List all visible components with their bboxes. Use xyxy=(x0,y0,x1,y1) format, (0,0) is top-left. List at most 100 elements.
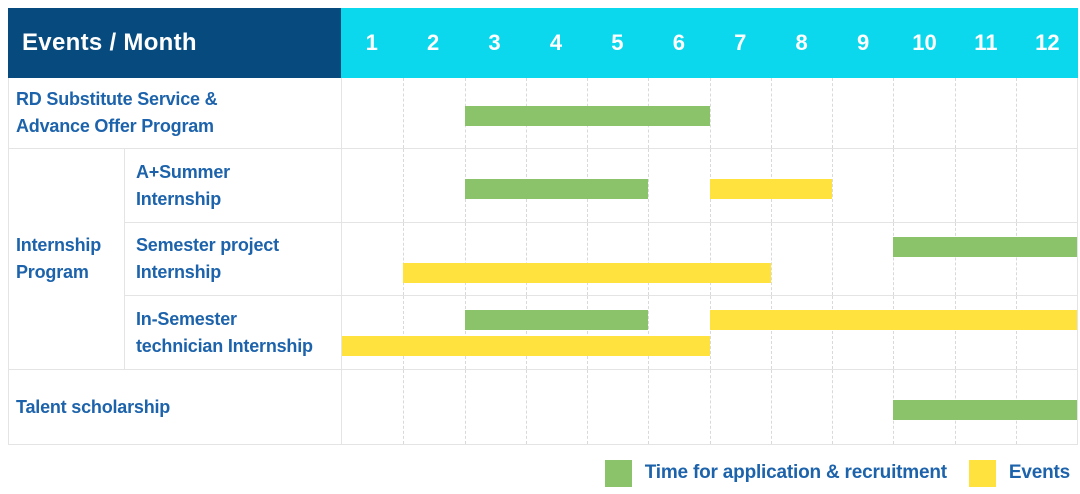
month-gridline xyxy=(342,78,833,148)
table-row-in-semester-technician: In-Semester technician Internship xyxy=(125,295,1077,369)
month-gridline xyxy=(342,223,405,295)
month-gridline xyxy=(342,296,527,369)
month-header-9: 9 xyxy=(856,30,870,55)
gantt-bar-green xyxy=(464,106,710,126)
month-gridline xyxy=(342,149,650,222)
month-gridline xyxy=(342,296,711,369)
month-header-strip: 1 2 3 4 5 6 7 8 9 10 11 12 xyxy=(341,8,1078,78)
month-gridline xyxy=(342,370,466,444)
month-header-11: 11 xyxy=(974,30,998,55)
month-header-12: 12 xyxy=(1035,30,1060,55)
table-row-semester-project: Semester project Internship xyxy=(125,222,1077,295)
month-header-6: 6 xyxy=(672,30,685,55)
legend-item-application: Time for application & recruitment xyxy=(604,459,947,487)
month-gridline xyxy=(342,78,1017,148)
month-gridline xyxy=(342,223,1017,295)
month-gridline xyxy=(342,370,833,444)
table-header-row: Events / Month 1 2 3 4 5 6 7 8 9 10 11 1… xyxy=(8,8,1078,78)
month-gridline xyxy=(342,78,772,148)
legend-label: Events xyxy=(1008,462,1070,483)
row-label: Semester project Internship xyxy=(136,235,279,282)
group-subrows: A+Summer Internship Semester project Int… xyxy=(125,149,1077,369)
month-gridline xyxy=(342,149,405,222)
row-label-cell: Talent scholarship xyxy=(9,370,341,444)
month-header-1: 1 xyxy=(365,30,378,55)
header-events-month-cell: Events / Month xyxy=(8,8,341,78)
row-grid xyxy=(341,78,1077,148)
month-gridline xyxy=(342,223,588,295)
gantt-bar-yellow xyxy=(403,263,771,283)
gantt-bar-green xyxy=(464,178,649,199)
row-label: A+Summer Internship xyxy=(136,161,230,209)
month-gridline xyxy=(342,296,833,369)
month-gridline xyxy=(342,223,527,295)
month-gridline xyxy=(342,296,1017,369)
row-grid xyxy=(341,370,1077,444)
month-gridline xyxy=(342,149,956,222)
month-header-8: 8 xyxy=(795,30,808,55)
month-gridline xyxy=(342,296,650,369)
internship-program-group: Internship Program A+Summer Internship S… xyxy=(9,148,1077,369)
green-swatch-icon xyxy=(604,459,632,487)
row-label-cell: RD Substitute Service & Advance Offer Pr… xyxy=(9,78,341,148)
month-gridline xyxy=(342,149,833,222)
month-gridline xyxy=(342,78,405,148)
row-label: Talent scholarship xyxy=(16,396,171,417)
month-header-10: 10 xyxy=(912,30,937,55)
gantt-bar-green xyxy=(464,310,649,330)
month-header-2: 2 xyxy=(427,30,440,55)
month-gridline xyxy=(342,223,650,295)
group-label-cell: Internship Program xyxy=(9,149,125,369)
month-gridline xyxy=(342,296,405,369)
month-header-7: 7 xyxy=(734,30,747,55)
legend: Time for application & recruitment Event… xyxy=(8,456,1070,490)
month-gridline xyxy=(342,296,588,369)
gantt-bar-yellow xyxy=(709,178,832,199)
gantt-bar-green xyxy=(893,237,1077,257)
month-gridline xyxy=(342,78,895,148)
row-label: In-Semester technician Internship xyxy=(136,308,313,356)
month-gridline xyxy=(342,223,956,295)
row-grid xyxy=(341,296,1077,369)
month-gridline xyxy=(342,370,650,444)
gantt-bar-yellow xyxy=(342,336,710,356)
row-grid xyxy=(341,149,1077,222)
month-header-5: 5 xyxy=(611,30,624,55)
month-gridline xyxy=(342,149,895,222)
month-gridline xyxy=(342,78,711,148)
month-gridline xyxy=(342,296,466,369)
month-header-3: 3 xyxy=(488,30,501,55)
events-month-table: Events / Month 1 2 3 4 5 6 7 8 9 10 11 1… xyxy=(8,8,1078,445)
row-label: RD Substitute Service & Advance Offer Pr… xyxy=(16,89,218,136)
group-label: Internship Program xyxy=(16,235,102,282)
month-header-4: 4 xyxy=(549,30,563,55)
month-gridline xyxy=(342,223,711,295)
gantt-bar-green xyxy=(893,400,1077,420)
month-gridline xyxy=(342,78,956,148)
table-row-a-summer: A+Summer Internship xyxy=(125,149,1077,222)
month-gridline xyxy=(342,370,527,444)
row-label-cell: A+Summer Internship xyxy=(125,149,341,222)
month-gridline xyxy=(342,223,466,295)
month-gridline xyxy=(342,296,895,369)
row-label-cell: Semester project Internship xyxy=(125,223,341,295)
month-gridline xyxy=(342,370,588,444)
legend-label: Time for application & recruitment xyxy=(644,462,947,483)
month-gridline xyxy=(342,296,772,369)
table-body: RD Substitute Service & Advance Offer Pr… xyxy=(8,78,1078,445)
row-grid xyxy=(341,223,1077,295)
yellow-swatch-icon xyxy=(968,459,996,487)
month-gridline xyxy=(342,223,772,295)
legend-item-events: Events xyxy=(968,459,1070,487)
month-gridline xyxy=(342,370,772,444)
table-row-rd-substitute: RD Substitute Service & Advance Offer Pr… xyxy=(9,78,1077,148)
month-gridline xyxy=(342,296,956,369)
header-title: Events / Month xyxy=(22,29,197,56)
month-gridline xyxy=(342,223,833,295)
gantt-bar-yellow xyxy=(709,310,1077,330)
table-row-talent-scholarship: Talent scholarship xyxy=(9,369,1077,444)
month-gridline xyxy=(342,370,711,444)
month-gridline xyxy=(342,223,895,295)
month-gridline xyxy=(342,149,1017,222)
